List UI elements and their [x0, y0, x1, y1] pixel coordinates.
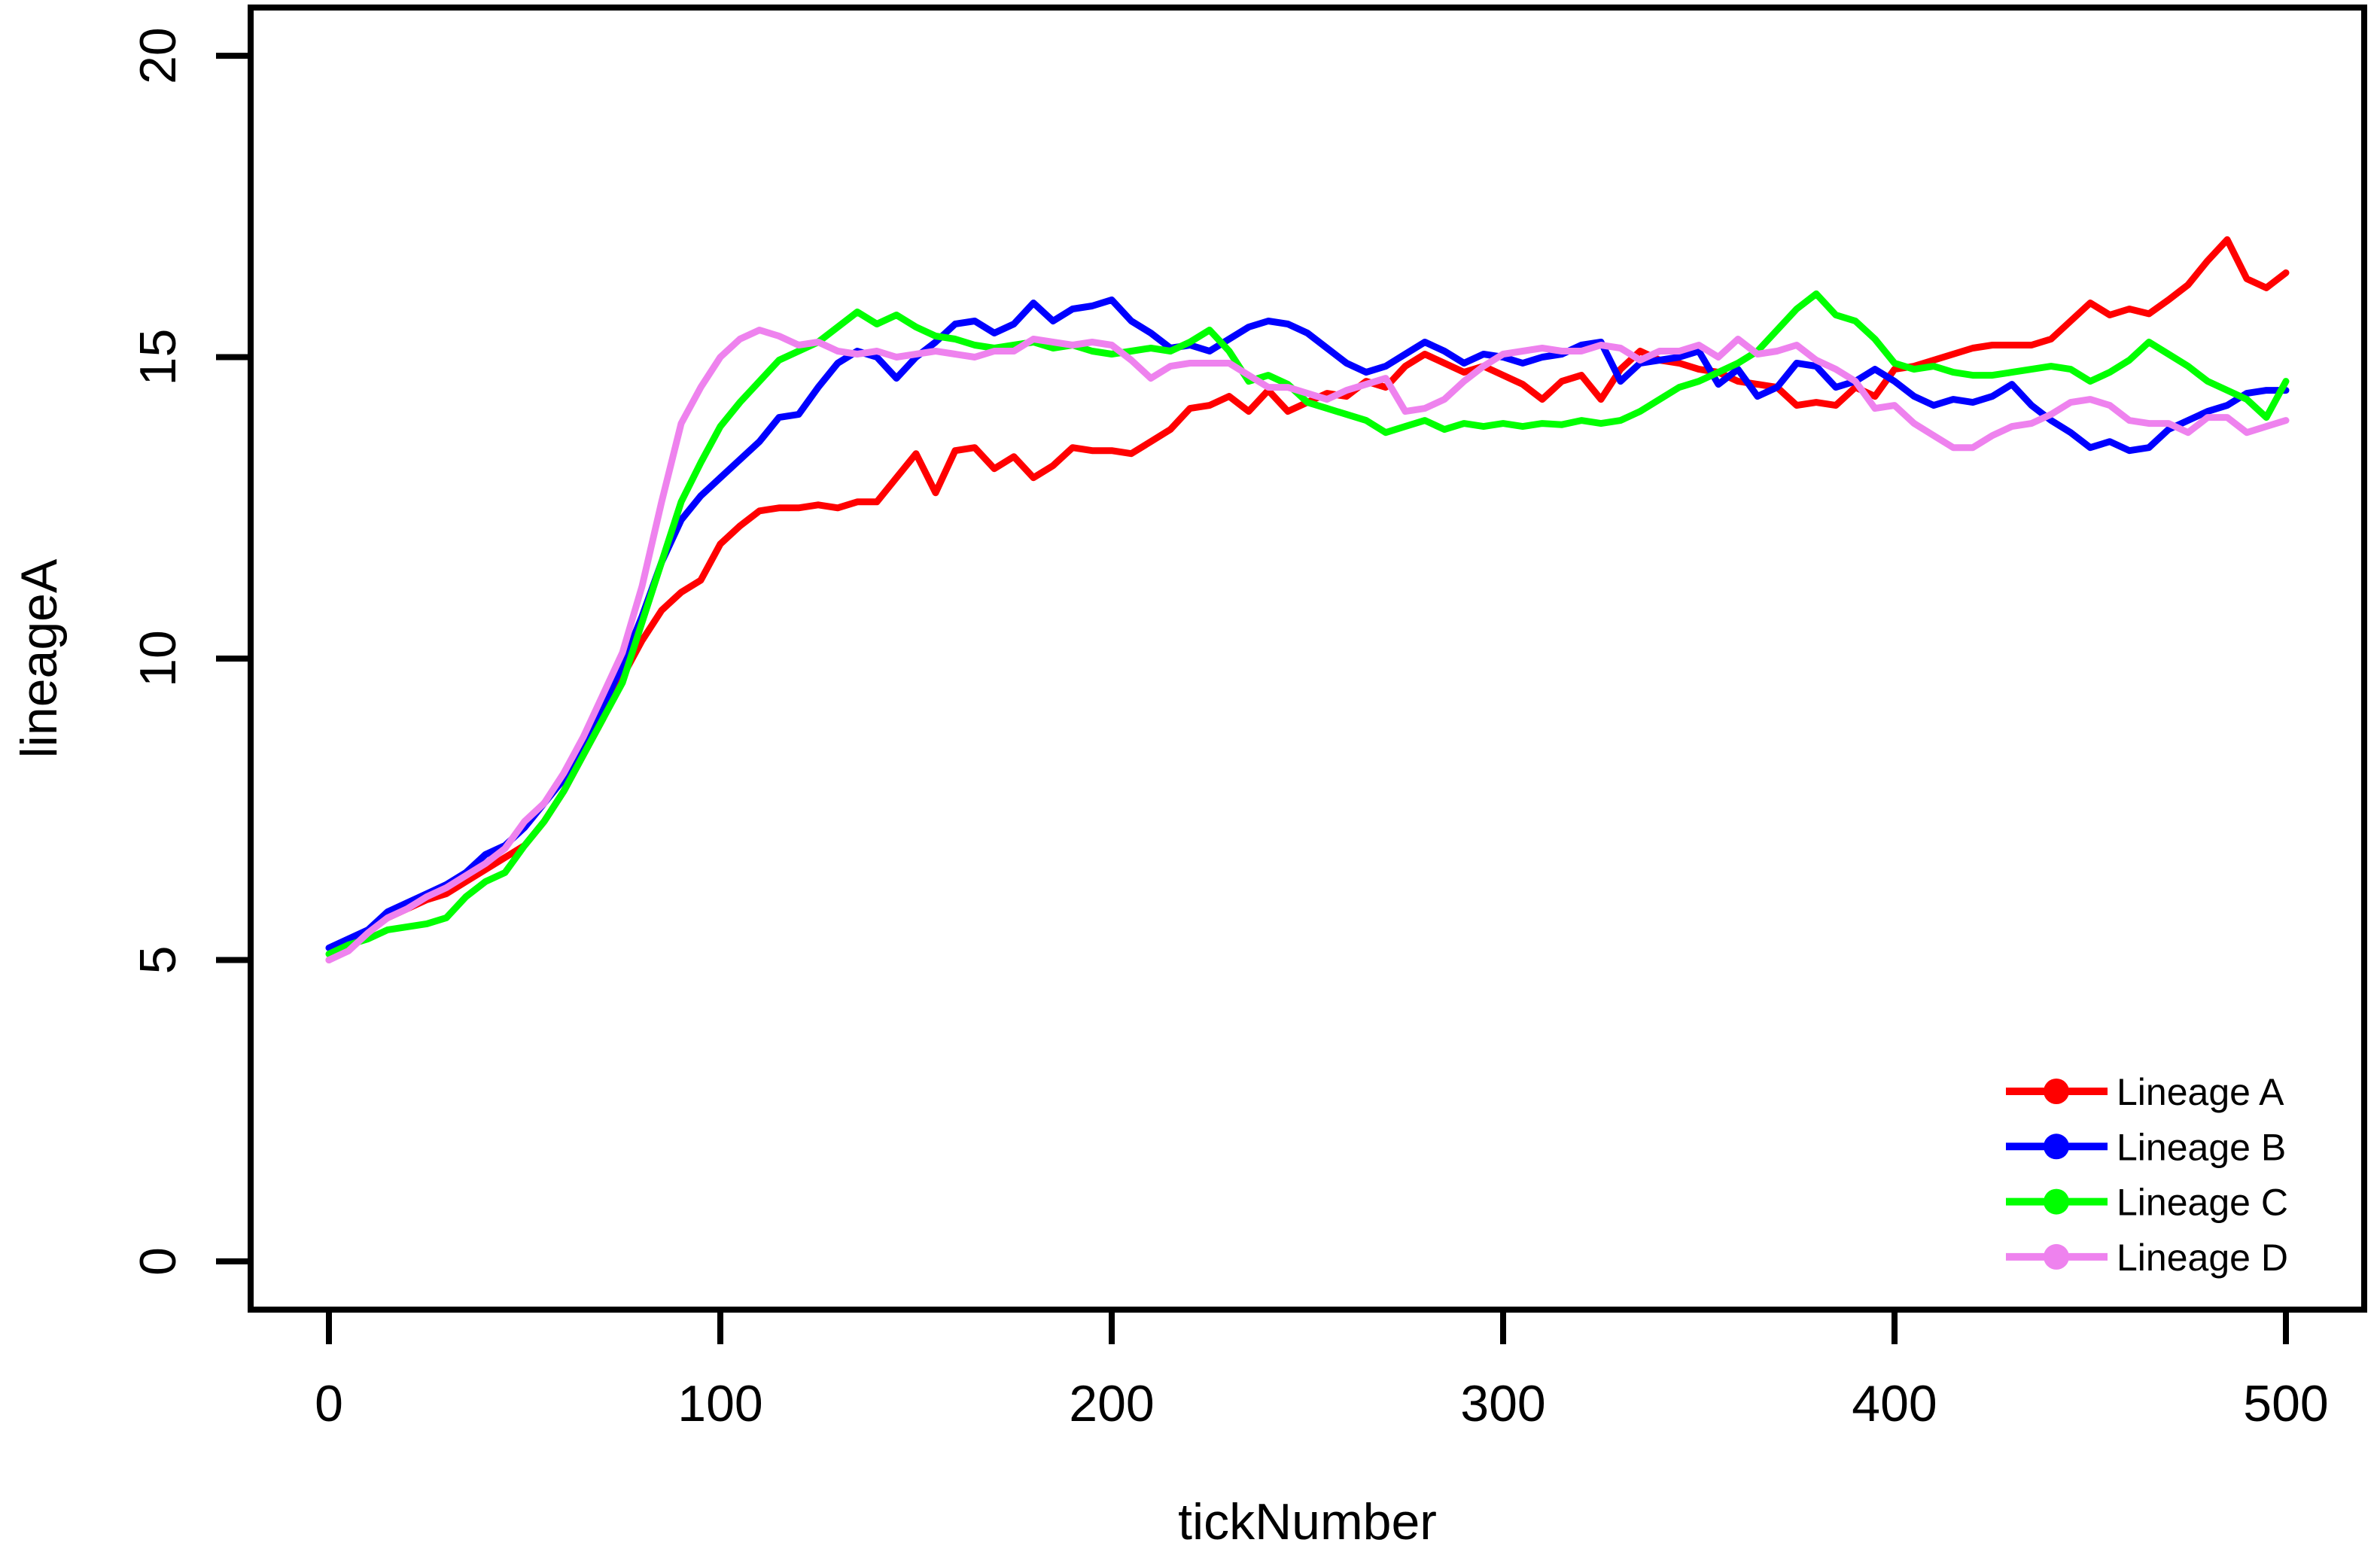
- y-tick-label: 0: [129, 1247, 187, 1276]
- y-tick-label: 10: [129, 630, 187, 687]
- legend-label-2: Lineage B: [2117, 1126, 2286, 1168]
- series-line-lineage-c: [325, 290, 2290, 957]
- series-line-lineage-a: [325, 236, 2290, 963]
- series-line-lineage-d: [325, 327, 2290, 963]
- x-tick-label: 0: [315, 1375, 343, 1432]
- legend-point-4: [2044, 1243, 2069, 1270]
- legend-point-3: [2044, 1188, 2069, 1215]
- x-axis-label: tickNumber: [1178, 1493, 1437, 1550]
- series-lines: [325, 236, 2290, 963]
- y-tick-label: 20: [129, 27, 187, 84]
- legend-label-4: Lineage D: [2117, 1237, 2288, 1279]
- x-tick-label: 300: [1460, 1375, 1545, 1432]
- y-tick-label: 15: [129, 329, 187, 386]
- legend-label-3: Lineage C: [2117, 1182, 2288, 1224]
- x-tick-label: 500: [2243, 1375, 2328, 1432]
- legend: Lineage A Lineage B Lineage C Lineage D: [2006, 1071, 2288, 1279]
- y-tick-label: 5: [129, 946, 187, 975]
- x-tick-label: 200: [1069, 1375, 1154, 1432]
- legend-label-1: Lineage A: [2117, 1071, 2284, 1113]
- legend-point-2: [2044, 1133, 2069, 1160]
- plot-box: [248, 5, 2367, 1313]
- y-axis: 0 5 10 15 20: [129, 27, 248, 1276]
- legend-point-1: [2044, 1079, 2069, 1104]
- y-axis-label: lineageA: [11, 558, 68, 758]
- x-axis: 0 100 200 300 400 500: [315, 1313, 2329, 1432]
- x-tick-label: 400: [1852, 1375, 1937, 1432]
- x-tick-label: 100: [677, 1375, 762, 1432]
- series-line-lineage-b: [325, 296, 2290, 951]
